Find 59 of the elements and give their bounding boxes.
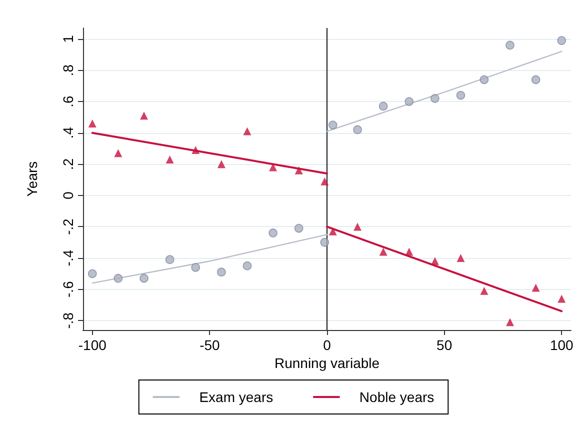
point [114, 149, 122, 158]
y-tick-label: .4 [60, 126, 76, 139]
point [353, 125, 362, 134]
point [558, 294, 566, 303]
point [320, 177, 329, 186]
y-tick-label: -.8 [60, 312, 76, 329]
point [192, 146, 200, 154]
point [328, 120, 338, 130]
y-tick-label: .6 [60, 96, 76, 108]
legend-label: Noble years [359, 389, 434, 405]
point [456, 90, 466, 100]
point [354, 222, 362, 231]
point [506, 318, 514, 326]
point [243, 127, 252, 136]
point [456, 254, 465, 262]
point [430, 257, 439, 266]
y-tick-label: .2 [60, 158, 76, 170]
point [165, 255, 174, 264]
y-tick-label: -.6 [60, 280, 76, 298]
y-axis-title: Years [24, 161, 40, 197]
point [430, 94, 440, 103]
point [140, 112, 148, 120]
x-axis-title: Running variable [274, 355, 380, 371]
point [191, 263, 200, 272]
point [506, 40, 514, 50]
point [294, 224, 304, 233]
x-tick-label: 0 [323, 337, 332, 353]
point [140, 274, 148, 283]
point [480, 75, 489, 84]
point [328, 227, 337, 236]
point [269, 163, 278, 172]
x-tick-label: -100 [78, 337, 107, 353]
point [378, 102, 388, 111]
y-tick-label: 1 [60, 34, 76, 43]
point [88, 119, 96, 128]
point [242, 261, 252, 270]
point [404, 97, 414, 106]
point [294, 166, 303, 174]
point [217, 160, 226, 168]
point [379, 248, 388, 256]
point [114, 274, 123, 283]
y-tick-label: -.4 [60, 250, 76, 266]
x-tick-label: 100 [550, 337, 574, 353]
point [405, 248, 414, 256]
x-tick-label: 50 [436, 337, 452, 353]
point [217, 268, 226, 276]
point [88, 269, 97, 278]
y-tick-label: .8 [60, 64, 76, 76]
legend-label: Exam years [199, 389, 274, 405]
point [166, 155, 174, 164]
point [268, 228, 278, 238]
point [531, 75, 540, 84]
y-tick-label: -.2 [60, 218, 76, 235]
point [532, 284, 540, 292]
point [320, 238, 330, 247]
x-tick-label: -50 [200, 337, 220, 353]
point [557, 36, 566, 45]
y-tick-label: 0 [60, 191, 76, 200]
point [480, 286, 488, 295]
